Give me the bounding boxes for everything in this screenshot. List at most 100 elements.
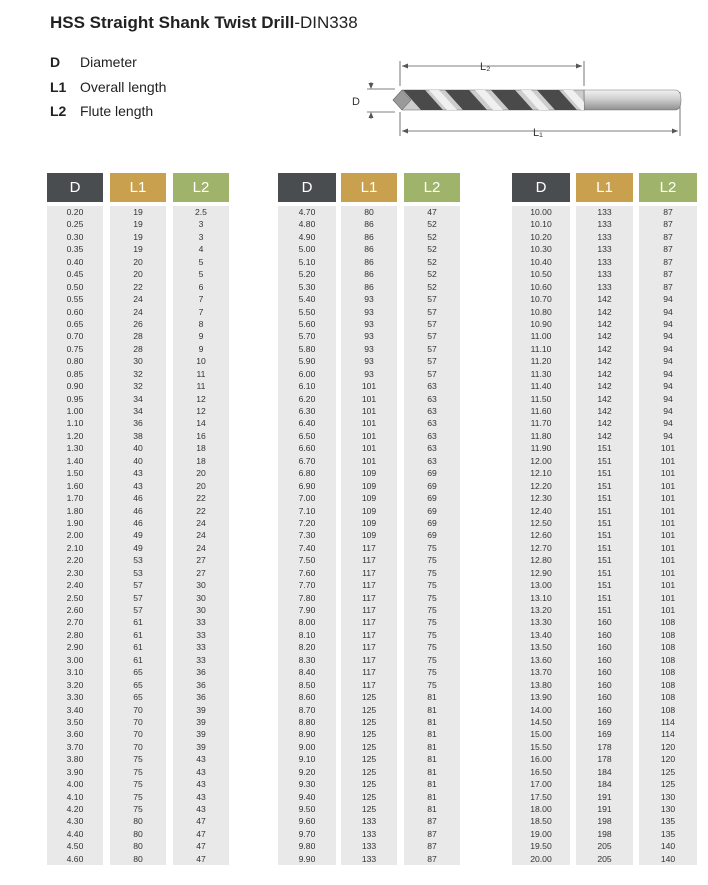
table-cell: 46 [133, 505, 143, 516]
table-cell: 10.00 [530, 207, 552, 217]
table-cell: 39 [196, 704, 206, 715]
table-cell: 135 [660, 828, 676, 839]
table-cell: 125 [361, 804, 377, 814]
table-cell: 0.60 [66, 306, 84, 317]
table-cell: 125 [361, 692, 377, 703]
table-cell: 12.10 [530, 468, 552, 479]
header-l2: L2 [404, 173, 460, 202]
table-cell: 151 [597, 455, 612, 466]
table-cell: 10.20 [530, 231, 552, 242]
table-cell: 133 [361, 816, 377, 827]
table-cell: 109 [361, 517, 377, 528]
table-cell: 19 [133, 219, 143, 230]
table-cell: 5 [198, 256, 204, 267]
table-cell: 28 [133, 343, 143, 354]
table-cell: 133 [361, 828, 377, 839]
table-cell: 52 [427, 281, 437, 292]
table-cell: 87 [663, 281, 673, 292]
table-cell: 8.00 [298, 617, 316, 628]
header-l2: L2 [639, 173, 697, 202]
table-cell: 4.60 [66, 853, 84, 864]
table-cell: 13.50 [530, 642, 552, 653]
table-cell: 39 [196, 741, 206, 752]
table-cell: 40 [133, 443, 143, 454]
table-cell: 43 [133, 480, 143, 491]
table-cell: 108 [660, 617, 676, 628]
table-cell: 61 [133, 617, 143, 628]
table-cell: 1.00 [66, 406, 84, 416]
table-cell: 130 [660, 804, 676, 814]
table-cell: 151 [597, 530, 612, 541]
table-cell: 9 [198, 331, 204, 342]
table-cell: 75 [133, 804, 143, 814]
table-cell: 75 [427, 667, 437, 678]
table-cell: 101 [660, 493, 676, 504]
table-cell: 101 [660, 567, 676, 578]
column-l2: 87 87 87 87 87 87 87 94 94 94 94 94 94 94 94 94 94 94 94 10… [639, 206, 697, 866]
table-cell: 160 [597, 704, 612, 715]
table-cell: 87 [663, 207, 673, 217]
table-cell: 8.10 [298, 629, 316, 640]
table-cell: 125 [361, 791, 377, 802]
table-cell: 49 [133, 542, 143, 553]
table-cell: 178 [597, 741, 612, 752]
column-d: 0.20 0.25 0.30 0.35 0.40 0.45 0.50 0.55 0.60 0.65… [47, 206, 103, 866]
table-cell: 160 [597, 692, 612, 703]
table-cell: 160 [597, 654, 612, 665]
table-cell: 4.40 [66, 828, 84, 839]
table-cell: 33 [196, 617, 206, 628]
header-d: D [278, 173, 336, 202]
table-cell: 36 [196, 667, 206, 678]
table-cell: 12.30 [530, 493, 552, 504]
table-cell: 10.70 [530, 294, 552, 305]
table-cell: 108 [660, 704, 676, 715]
table-cell: 19 [133, 207, 143, 217]
table-cell: 81 [427, 766, 437, 777]
table-cell: 3.70 [66, 741, 84, 752]
table-cell: 63 [427, 393, 437, 404]
table-cell: 11 [196, 368, 206, 379]
table-cell: 19 [133, 244, 143, 255]
table-cell: 3.90 [66, 766, 84, 777]
table-cell: 28 [133, 331, 143, 342]
column-l1: 80 86 86 86 86 86 86 93 93 93 93 93 93 93 101 101 101 101… [341, 206, 397, 866]
table-cell: 11.30 [530, 368, 552, 379]
table-cell: 117 [362, 605, 376, 615]
table-cell: 6.40 [298, 418, 316, 429]
table-cell: 9 [198, 343, 204, 354]
table-cell: 75 [133, 779, 143, 790]
table-cell: 63 [427, 406, 437, 416]
table-cell: 117 [362, 555, 376, 566]
table-cell: 4.90 [298, 231, 316, 242]
table-cell: 101 [660, 468, 676, 479]
table-cell: 94 [663, 318, 673, 329]
table-cell: 75 [427, 629, 437, 640]
table-cell: 93 [364, 368, 374, 379]
table-cell: 12.60 [530, 530, 552, 541]
table-cell: 0.35 [66, 244, 84, 255]
table-cell: 24 [133, 294, 143, 305]
table-cell: 1.50 [66, 468, 84, 479]
table-cell: 57 [133, 580, 143, 591]
table-cell: 6.10 [298, 381, 316, 392]
table-cell: 109 [361, 530, 377, 541]
table-cell: 6.70 [298, 455, 316, 466]
table-cell: 19 [133, 231, 143, 242]
table-cell: 13.00 [530, 580, 552, 591]
table-cell: 20 [196, 468, 206, 479]
table-cell: 11.70 [530, 418, 552, 429]
table-cell: 2.30 [66, 567, 84, 578]
table-cell: 10.30 [530, 244, 552, 255]
table-cell: 6.80 [298, 468, 316, 479]
table-cell: 0.85 [66, 368, 84, 379]
table-cell: 43 [133, 468, 143, 479]
table-cell: 0.55 [66, 294, 84, 305]
table-cell: 151 [597, 605, 612, 615]
table-cell: 7.70 [298, 580, 316, 591]
table-cell: 61 [133, 629, 143, 640]
table-cell: 87 [663, 219, 673, 230]
page-title: HSS Straight Shank Twist Drill-DIN338 [50, 13, 358, 33]
table-cell: 94 [663, 393, 673, 404]
table-cell: 94 [663, 418, 673, 429]
table-cell: 20 [133, 269, 143, 280]
